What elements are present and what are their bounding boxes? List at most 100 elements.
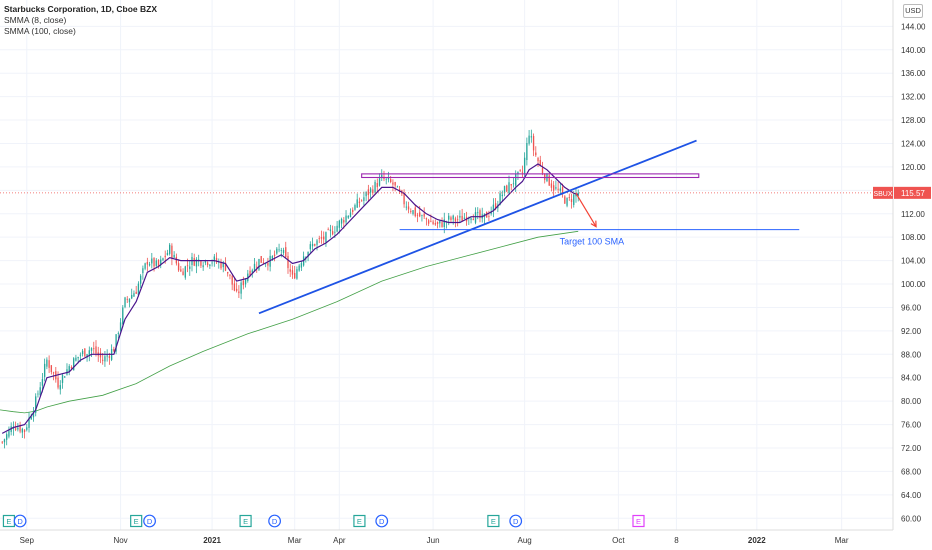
candle [276,247,278,255]
dividend-icon[interactable] [375,514,389,528]
candle [244,277,247,288]
currency-badge[interactable]: USD [903,4,923,18]
candle [37,390,39,398]
candle [568,193,570,201]
candle [541,161,544,176]
dividend-icon[interactable] [268,514,281,528]
earnings-icon[interactable] [632,514,645,528]
earnings-icon[interactable] [239,514,252,528]
y-tick-label: 140.00 [901,46,926,55]
candle [385,178,387,185]
earnings-icon-label: E [134,517,139,526]
dividend-icon[interactable] [509,514,523,528]
smma8-line-group [1,163,579,434]
candle [564,195,566,204]
earnings-icon[interactable] [353,514,366,528]
dividend-icon[interactable] [143,514,156,528]
candle [506,184,508,193]
ascending-trendline[interactable] [258,139,697,315]
dividend-icon-label: D [379,517,385,526]
candle [90,347,93,358]
candle [86,353,88,362]
earnings-icon[interactable] [487,514,500,528]
candle [314,243,316,247]
resistance-zone[interactable] [361,173,700,179]
y-tick-label: 80.00 [901,397,922,406]
candle [139,274,142,289]
candle [311,237,314,250]
candle [432,219,434,226]
candle [539,155,541,167]
candle [309,241,311,253]
candle [260,255,262,263]
candle [110,344,113,362]
candle [336,221,338,233]
candle [410,208,412,214]
candle [278,243,280,253]
candle [470,217,472,224]
candle [106,349,108,362]
candle [526,137,528,166]
candle [530,129,533,143]
candle [227,271,229,277]
candle [325,231,327,247]
candle [193,253,195,267]
x-tick-label: Mar [835,536,849,545]
legend-smma100: SMMA (100, close) [4,26,76,36]
y-tick-label: 128.00 [901,116,926,125]
legend-smma8: SMMA (8, close) [4,15,67,25]
dividend-icon-label: D [272,517,278,526]
earnings-icon[interactable] [130,514,143,528]
candle [329,224,332,238]
candle [354,203,356,211]
candle [220,258,222,270]
target-label: Target 100 SMA [560,237,625,247]
candle [48,355,50,374]
candle [19,421,21,434]
candle [102,352,104,365]
candle [316,239,318,251]
candles-group [1,129,579,449]
candle [148,261,151,267]
candle [166,249,169,256]
candle [456,215,459,227]
x-tick-label: Sep [20,536,35,545]
candle [463,213,466,220]
down-arrow[interactable] [575,192,597,227]
candle [360,199,363,202]
y-tick-label: 60.00 [901,514,922,523]
candle [374,179,376,194]
earnings-icon-label: E [357,517,362,526]
y-tick-label: 72.00 [901,444,922,453]
candle [113,346,115,352]
smma100-line [0,230,579,414]
candle [28,412,30,433]
candle [50,365,53,375]
candle [331,225,334,236]
chart-legend: Starbucks Corporation, 1D, Cboe BZX SMMA… [4,4,157,37]
candle [577,189,579,202]
candle [383,170,385,182]
candle [407,201,410,214]
candle [416,212,419,223]
candle [171,243,173,266]
candle [8,426,10,439]
candle [104,350,106,367]
candle [75,354,77,362]
candle [240,279,242,300]
candle [119,318,122,334]
candle [294,265,296,280]
candle [450,215,452,224]
candle [550,179,553,192]
earnings-icon-label: E [243,517,248,526]
candle [280,247,282,258]
candle [570,193,573,209]
candle [39,382,41,397]
candle [421,214,423,222]
candle [414,204,416,218]
candle [117,331,119,339]
candle [381,169,383,182]
dividend-icon[interactable] [13,514,27,528]
y-tick-label: 132.00 [901,93,926,102]
